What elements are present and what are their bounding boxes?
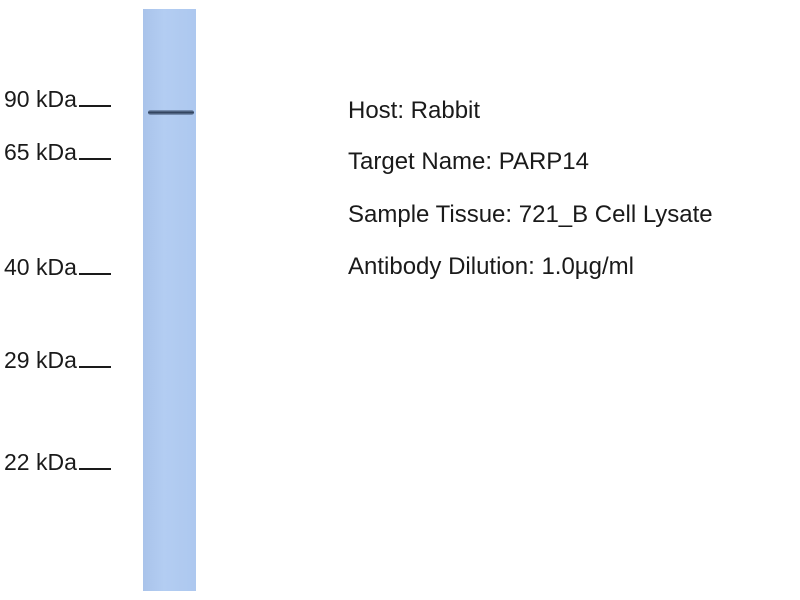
marker-tick	[78, 468, 111, 470]
marker-tick	[78, 158, 111, 160]
marker-label: 65 kDa	[4, 139, 77, 165]
marker-label: 22 kDa	[4, 449, 77, 475]
marker-label: 90 kDa	[4, 86, 77, 112]
blot-lane	[143, 9, 196, 591]
marker-29: 29 kDa	[4, 347, 111, 374]
marker-22: 22 kDa	[4, 449, 111, 476]
marker-40: 40 kDa	[4, 254, 111, 281]
marker-tick	[78, 105, 111, 107]
marker-tick	[78, 366, 111, 368]
marker-90: 90 kDa	[4, 86, 111, 113]
protein-band	[148, 110, 194, 115]
target-text: Target Name: PARP14	[348, 148, 589, 175]
host-text: Host: Rabbit	[348, 97, 481, 124]
dilution-text: Antibody Dilution: 1.0µg/ml	[348, 253, 634, 280]
tissue-text: Sample Tissue: 721_B Cell Lysate	[348, 201, 713, 228]
marker-tick	[78, 273, 111, 275]
marker-label: 29 kDa	[4, 347, 77, 373]
marker-label: 40 kDa	[4, 254, 77, 280]
marker-65: 65 kDa	[4, 139, 111, 166]
